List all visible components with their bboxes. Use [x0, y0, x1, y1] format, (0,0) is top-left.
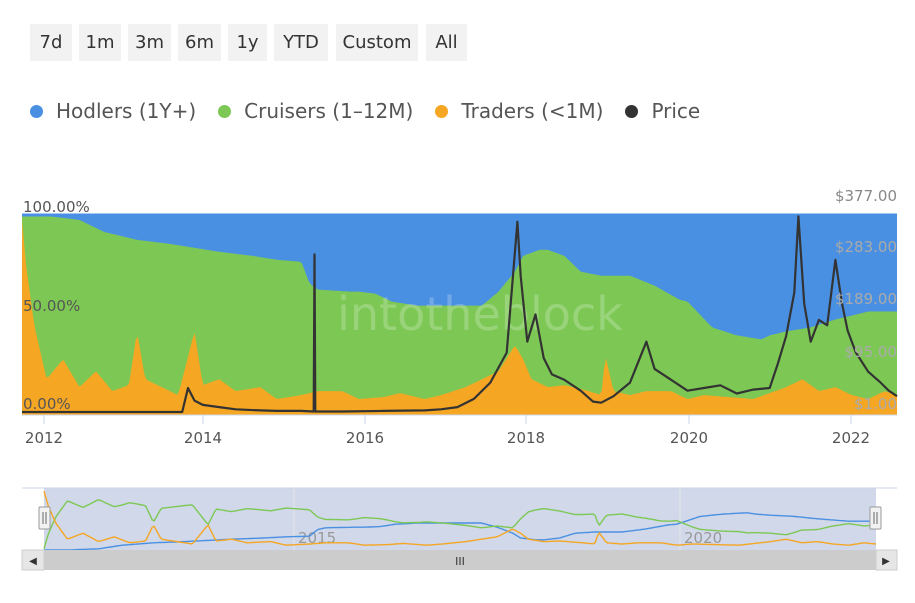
- y-right-label-189: $189.00: [835, 290, 897, 308]
- legend-item-cruisers[interactable]: Cruisers (1–12M): [218, 99, 413, 123]
- range-3m-button[interactable]: 3m: [128, 24, 171, 61]
- range-7d-button[interactable]: 7d: [30, 24, 72, 61]
- navigator-left-handle[interactable]: [38, 506, 51, 530]
- legend-label-traders: Traders (<1M): [461, 99, 604, 123]
- legend-label-cruisers: Cruisers (1–12M): [244, 99, 414, 123]
- y-right-label-1: $1.00: [854, 395, 897, 413]
- scroll-right-button[interactable]: ▶: [875, 549, 898, 571]
- navigator-cruisers-line: [43, 499, 877, 549]
- x-label-2012: 2012: [25, 429, 63, 447]
- chevron-right-icon: ▶: [882, 556, 890, 567]
- range-1y-button[interactable]: 1y: [228, 24, 267, 61]
- legend-label-price: Price: [651, 99, 701, 123]
- y-left-label-100: 100.00%: [23, 198, 90, 216]
- range-ytd-button[interactable]: YTD: [274, 24, 328, 61]
- legend-item-price[interactable]: Price: [625, 99, 700, 123]
- main-chart: intotheblock 100.00% 50.00% 0.00% $377.0…: [22, 187, 898, 447]
- legend-label-hodlers: Hodlers (1Y+): [56, 99, 197, 123]
- price-line: [22, 215, 898, 414]
- scrollbar-grip-icon: III: [455, 555, 465, 568]
- cruisers-area: [22, 216, 897, 415]
- scroll-left-button[interactable]: ◀: [21, 549, 45, 571]
- x-label-2020: 2020: [670, 429, 708, 447]
- range-6m-button[interactable]: 6m: [178, 24, 221, 61]
- watermark-text: intotheblock: [337, 287, 623, 341]
- price-dot-icon: [625, 104, 639, 118]
- x-label-2014: 2014: [184, 429, 222, 447]
- range-all-button[interactable]: All: [426, 24, 467, 61]
- navigator-traders-line: [43, 491, 877, 546]
- y-right-label-377: $377.00: [835, 187, 897, 205]
- y-left-label-0: 0.00%: [23, 395, 71, 413]
- chevron-left-icon: ◀: [29, 556, 37, 567]
- scrollbar-thumb[interactable]: [44, 550, 876, 570]
- y-left-label-50: 50.00%: [23, 297, 80, 315]
- navigator-hodlers-line: [44, 512, 876, 551]
- y-right-label-283: $283.00: [835, 238, 897, 256]
- y-right-label-95: $95.00: [845, 343, 898, 361]
- navigator-label-2020: 2020: [684, 529, 722, 547]
- range-1m-button[interactable]: 1m: [79, 24, 121, 61]
- navigator: 2015 2020 III ◀ ▶: [21, 487, 898, 571]
- traders-area: [22, 220, 897, 415]
- x-label-2016: 2016: [346, 429, 384, 447]
- chart-legend: Hodlers (1Y+) Cruisers (1–12M) Traders (…: [30, 96, 722, 126]
- x-label-2022: 2022: [832, 429, 870, 447]
- legend-item-hodlers[interactable]: Hodlers (1Y+): [30, 99, 196, 123]
- x-label-2018: 2018: [507, 429, 545, 447]
- hodlers-dot-icon: [30, 104, 43, 118]
- navigator-selection[interactable]: [44, 488, 876, 550]
- traders-dot-icon: [435, 104, 449, 118]
- range-custom-button[interactable]: Custom: [336, 24, 418, 61]
- cruisers-dot-icon: [218, 104, 232, 118]
- navigator-right-handle[interactable]: [869, 506, 882, 530]
- legend-item-traders[interactable]: Traders (<1M): [435, 99, 603, 123]
